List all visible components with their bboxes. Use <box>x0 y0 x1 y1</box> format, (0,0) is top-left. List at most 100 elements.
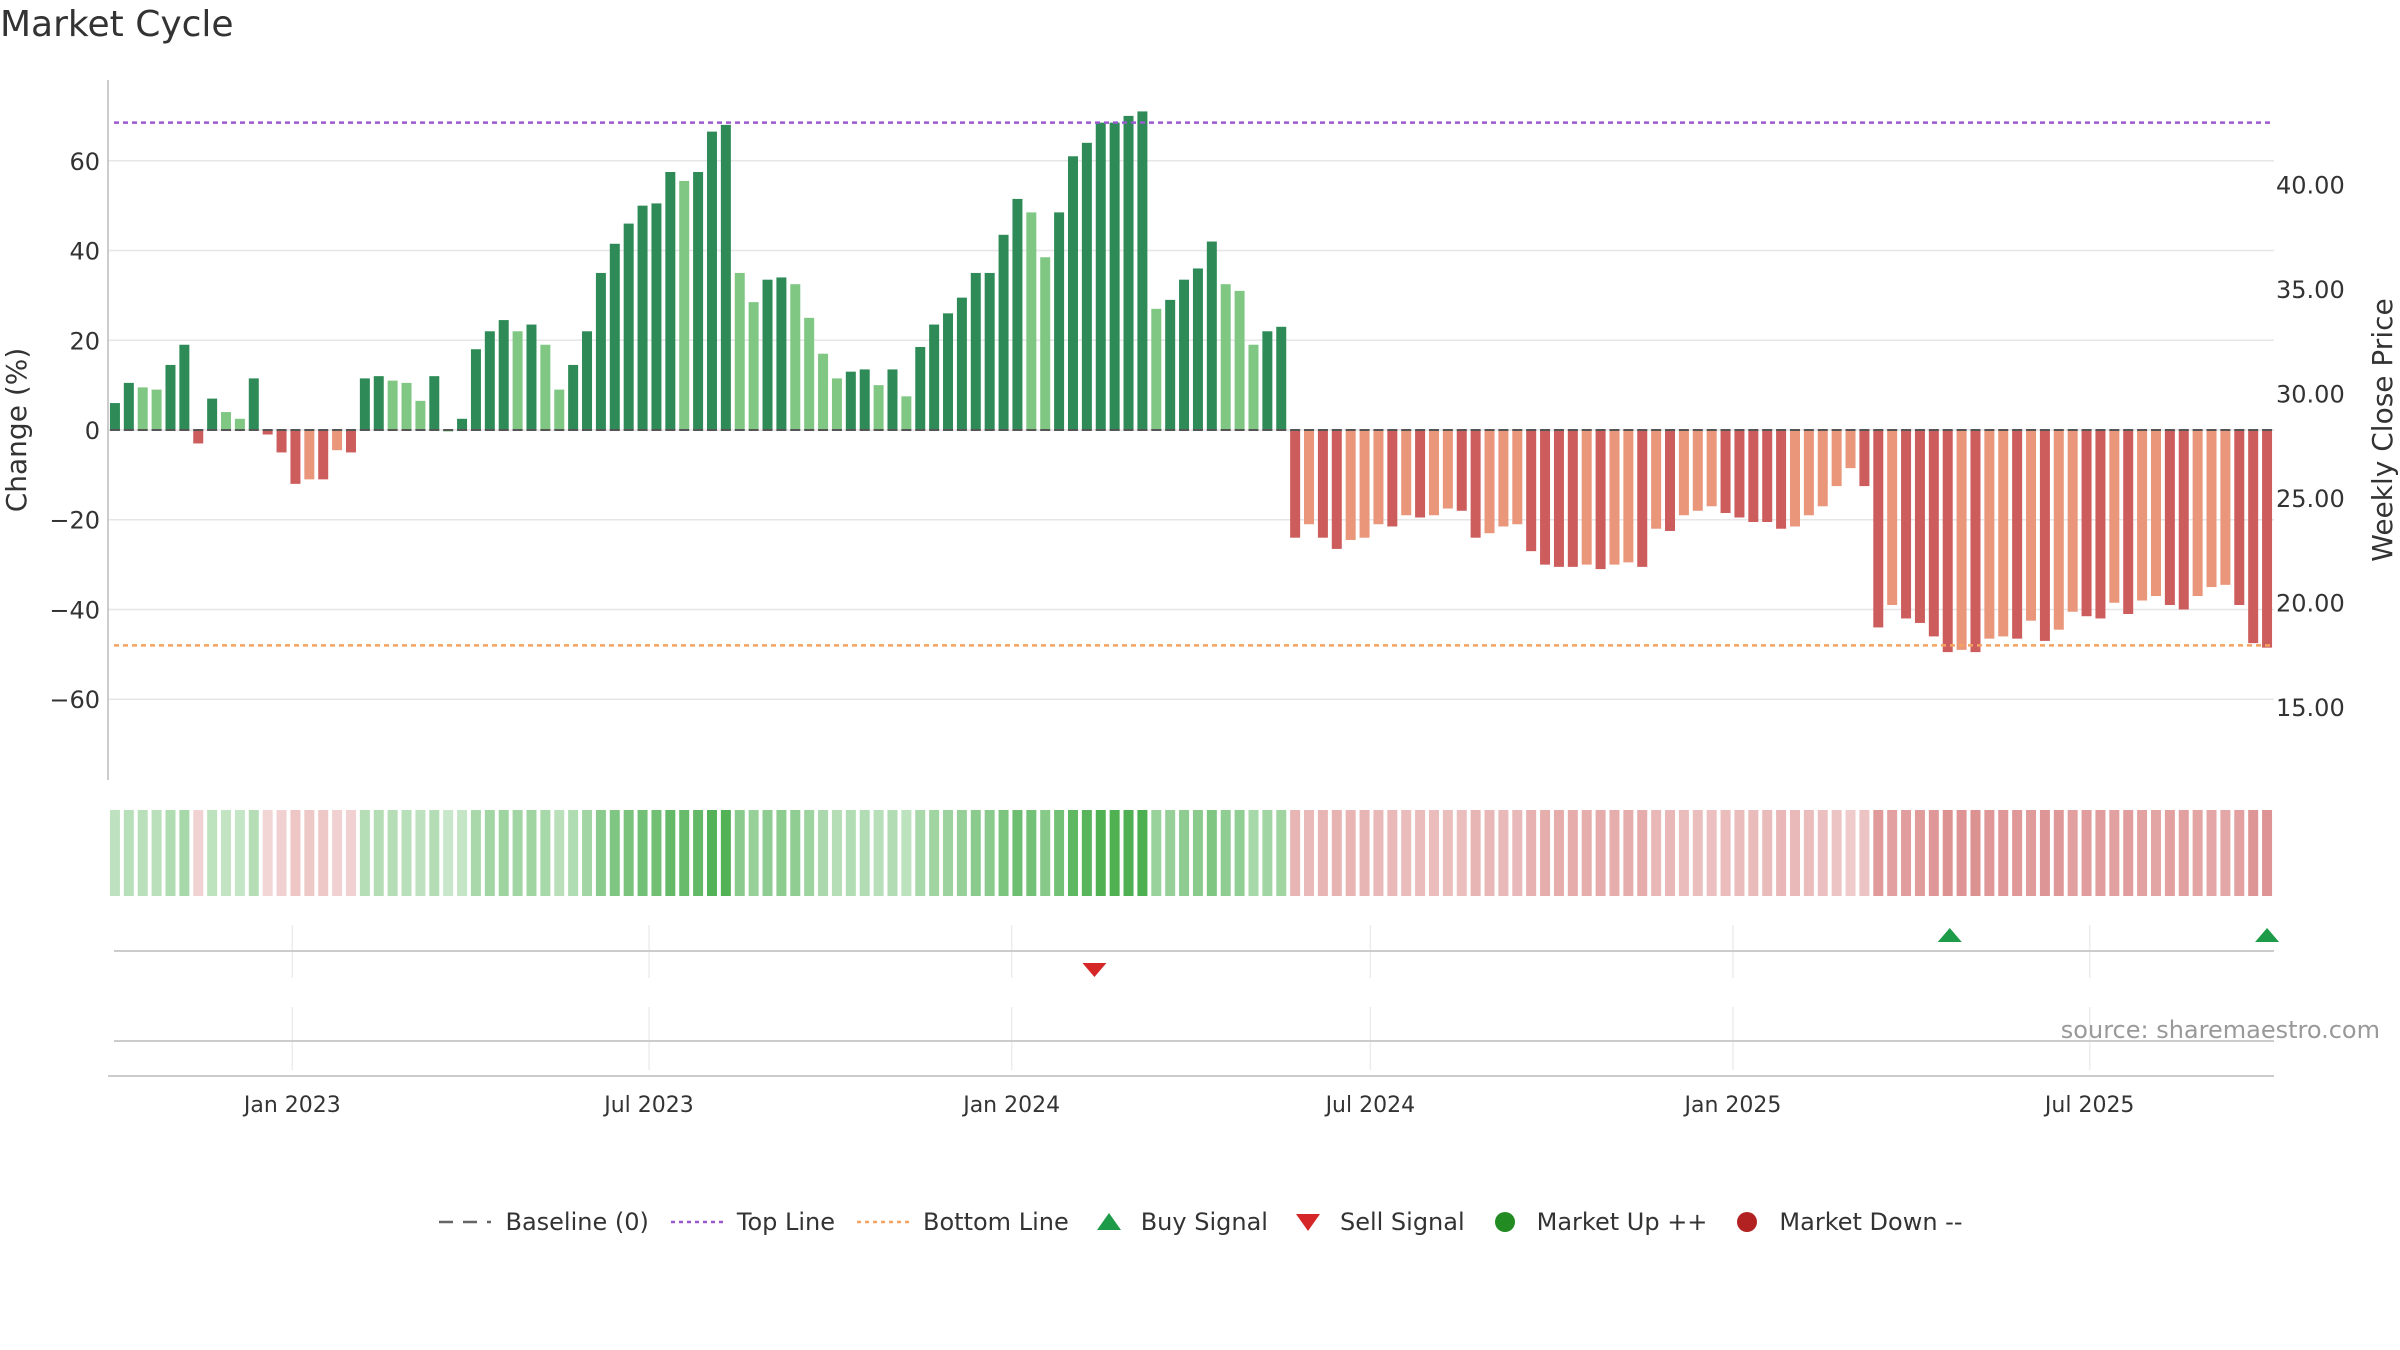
regime-cell <box>484 810 495 896</box>
reference-lines <box>109 121 2274 647</box>
bar <box>831 378 842 430</box>
regime-cell <box>1290 810 1301 896</box>
bar <box>1109 122 1120 430</box>
bar <box>123 382 134 430</box>
regime-cell <box>1109 810 1120 896</box>
legend-sell-signal[interactable]: Sell Signal <box>1288 1208 1465 1236</box>
regime-cell <box>1415 810 1426 896</box>
bar <box>1179 279 1190 430</box>
bar <box>568 364 579 430</box>
bottom-line-swatch <box>857 1220 910 1224</box>
regime-cell <box>804 810 815 896</box>
regime-cell <box>1512 810 1523 896</box>
legend-market-down[interactable]: Market Down -- <box>1727 1208 1963 1236</box>
bar <box>1831 430 1842 487</box>
x-tick-label: Jul 2024 <box>1324 1093 1416 1118</box>
bar <box>1387 430 1398 527</box>
bar <box>1331 430 1342 549</box>
bar <box>193 430 204 444</box>
bar <box>2137 430 2148 601</box>
regime-cell <box>2109 810 2120 896</box>
market-up-dot-icon <box>1494 1212 1515 1232</box>
bar <box>1540 430 1551 565</box>
bar <box>1776 430 1787 529</box>
regime-cell <box>1220 810 1231 896</box>
bar <box>1581 430 1592 565</box>
regime-cell <box>1623 810 1634 896</box>
bar <box>2164 430 2175 605</box>
bar <box>1484 430 1495 534</box>
bar <box>151 389 162 430</box>
regime-cell <box>151 810 162 896</box>
regime-cell <box>1442 810 1453 896</box>
legend-bottom-line[interactable]: Bottom Line <box>855 1208 1069 1236</box>
bar <box>1317 430 1328 538</box>
bar <box>345 430 356 453</box>
bar <box>790 284 801 430</box>
regime-cell <box>776 810 787 896</box>
regime-cell <box>1817 810 1828 896</box>
regime-cell <box>790 810 801 896</box>
bar <box>887 369 898 430</box>
bar <box>2234 430 2245 605</box>
buy-triangle-icon <box>1096 1213 1121 1230</box>
bar <box>1887 430 1898 605</box>
bar <box>1914 430 1925 623</box>
regime-cell <box>2123 810 2134 896</box>
y-tick-label: 40 <box>69 238 100 266</box>
regime-cell <box>2150 810 2161 896</box>
regime-cell <box>1762 810 1773 896</box>
regime-cell <box>2012 810 2023 896</box>
bar <box>1165 299 1176 430</box>
baseline-swatch <box>439 1220 492 1224</box>
regime-cell <box>1984 810 1995 896</box>
regime-cell <box>359 810 370 896</box>
regime-cell <box>915 810 926 896</box>
bar <box>1970 430 1981 653</box>
bar <box>2081 430 2092 617</box>
legend-baseline[interactable]: Baseline (0) <box>437 1208 649 1236</box>
legend-label: Bottom Line <box>923 1208 1069 1236</box>
bar <box>1498 430 1509 527</box>
regime-cell <box>276 810 287 896</box>
regime-cell <box>609 810 620 896</box>
bar <box>1415 430 1426 518</box>
bar <box>1081 142 1092 431</box>
regime-cell <box>1470 810 1481 896</box>
regime-cell <box>1276 810 1287 896</box>
bar <box>1359 430 1370 538</box>
regime-cell <box>2026 810 2037 896</box>
regime-cell <box>165 810 176 896</box>
sell-signal-marker <box>1082 963 1107 977</box>
bar <box>2192 430 2203 597</box>
bar <box>2206 430 2217 588</box>
regime-cell <box>304 810 315 896</box>
regime-cell <box>1553 810 1564 896</box>
regime-cell <box>873 810 884 896</box>
bar <box>2150 430 2161 597</box>
regime-cell <box>1317 810 1328 896</box>
regime-cell <box>1498 810 1509 896</box>
regime-cell <box>1095 810 1106 896</box>
bar <box>734 272 745 430</box>
bar <box>1137 111 1148 431</box>
bar <box>2262 430 2273 648</box>
regime-cell <box>1678 810 1689 896</box>
bar <box>484 331 495 430</box>
legend-market-up[interactable]: Market Up ++ <box>1485 1208 1707 1236</box>
y2-tick-label: 15.00 <box>2276 694 2345 722</box>
regime-cell <box>248 810 259 896</box>
bar <box>359 378 370 430</box>
bar <box>1873 430 1884 628</box>
regime-cell <box>109 810 120 896</box>
legend-top-line[interactable]: Top Line <box>669 1208 835 1236</box>
regime-cell <box>1734 810 1745 896</box>
regime-cell <box>540 810 551 896</box>
regime-cell <box>1706 810 1717 896</box>
bar <box>207 398 218 430</box>
y2-axis-label: Weekly Close Price <box>2366 298 2399 561</box>
regime-cell <box>1859 810 1870 896</box>
bar <box>2012 430 2023 639</box>
legend-buy-signal[interactable]: Buy Signal <box>1089 1208 1268 1236</box>
regime-cell <box>137 810 148 896</box>
